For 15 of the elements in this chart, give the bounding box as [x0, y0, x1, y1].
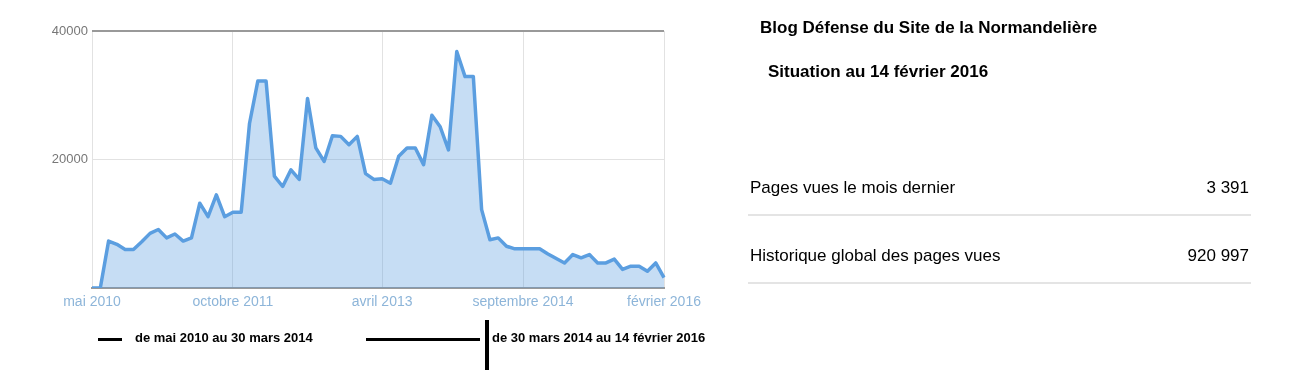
x-tick-label: octobre 2011 [192, 293, 274, 310]
text: 920 997 [1187, 246, 1249, 265]
x-tick-label: février 2016 [627, 293, 702, 310]
y-tick-label: 40000 [51, 22, 88, 38]
x-tick-label: avril 2013 [351, 293, 413, 310]
category-label: Historique global des pages vues [750, 246, 1001, 266]
text: Blog Défense du Site de la Normandelière [760, 18, 1098, 38]
text: de mai 2010 au 30 mars 2014 [135, 330, 313, 345]
category-label: Pages vues le mois dernier [750, 178, 956, 198]
x-tick-label: septembre 2014 [472, 293, 574, 310]
text: Situation au 14 février 2016 [768, 62, 989, 82]
text: de 30 mars 2014 au 14 février 2016 [492, 330, 706, 345]
text: 3 391 [1206, 178, 1249, 197]
y-tick-label: 20000 [51, 151, 88, 167]
x-tick-label: mai 2010 [63, 293, 122, 310]
